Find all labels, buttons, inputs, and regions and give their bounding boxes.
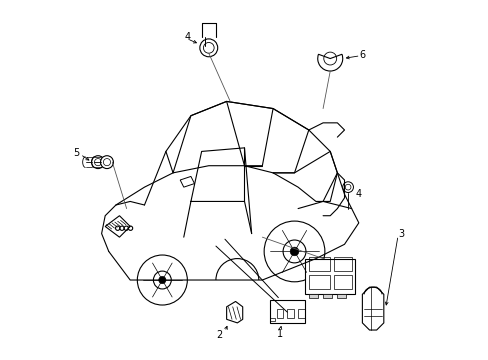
Text: 1: 1 <box>277 329 283 339</box>
Polygon shape <box>180 176 194 187</box>
Circle shape <box>200 39 217 57</box>
Circle shape <box>159 276 165 284</box>
Bar <box>269 318 274 321</box>
Bar <box>308 294 317 298</box>
FancyBboxPatch shape <box>269 300 305 323</box>
Bar <box>308 275 329 289</box>
Text: 5: 5 <box>73 148 80 158</box>
Bar <box>308 257 329 271</box>
Text: 2: 2 <box>216 330 222 341</box>
Bar <box>298 309 304 318</box>
Bar <box>287 309 293 318</box>
Circle shape <box>91 156 104 168</box>
FancyBboxPatch shape <box>305 258 354 294</box>
Polygon shape <box>362 287 383 330</box>
Text: 4: 4 <box>184 32 190 42</box>
Bar <box>333 275 351 289</box>
Text: 4: 4 <box>354 189 361 199</box>
Text: 6: 6 <box>359 50 365 60</box>
Text: 3: 3 <box>398 229 404 239</box>
Circle shape <box>264 221 324 282</box>
Wedge shape <box>317 54 342 71</box>
Bar <box>323 294 331 298</box>
Bar <box>337 294 346 298</box>
Bar <box>333 257 351 271</box>
Bar <box>276 309 283 318</box>
Circle shape <box>342 182 353 193</box>
Circle shape <box>290 247 298 256</box>
Circle shape <box>137 255 187 305</box>
Circle shape <box>101 156 113 168</box>
Polygon shape <box>226 301 242 323</box>
